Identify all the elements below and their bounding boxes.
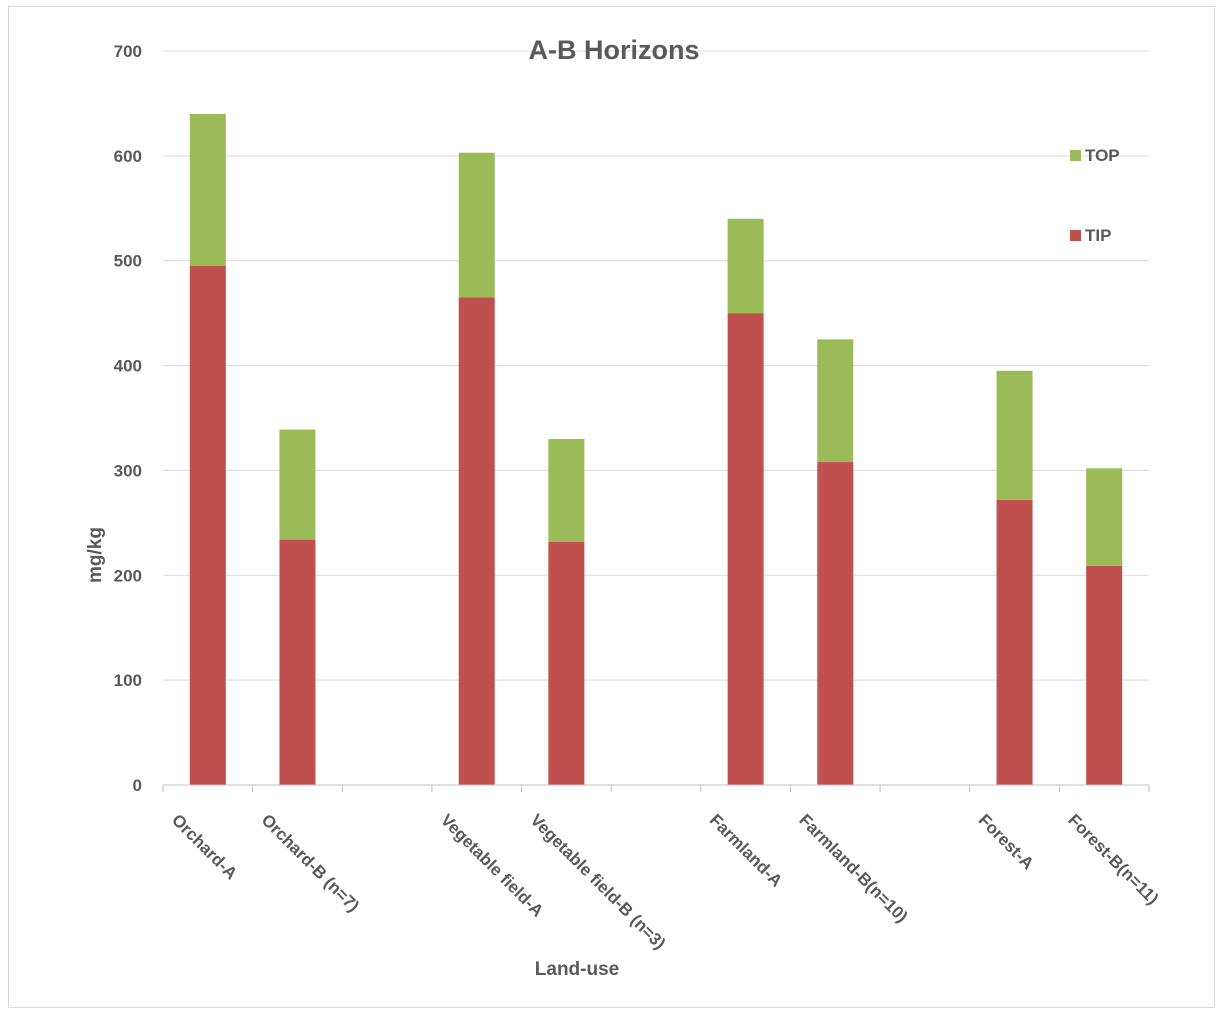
y-tick-label: 300 [114,461,142,480]
x-axis [162,784,1150,792]
x-axis-title: Land-use [535,959,619,980]
bars [189,113,1123,785]
bar-tip-6 [996,499,1033,785]
bar-top-3 [548,438,585,542]
bar-tip-1 [279,539,316,785]
legend-label-tip: TIP [1085,226,1111,245]
y-tick-label: 200 [114,566,142,585]
legend-label-top: TOP [1085,146,1120,165]
bar-tip-4 [727,313,764,785]
bar-tip-7 [1086,565,1123,785]
x-category-label: Forest-A [975,810,1038,873]
x-category-label: Orchard-A [168,810,241,883]
legend-swatch-tip [1070,230,1081,241]
y-tick-label: 0 [133,776,142,795]
y-tick-label: 700 [114,42,142,61]
chart-title: A-B Horizons [529,35,700,65]
bar-top-6 [996,370,1033,500]
bar-tip-3 [548,541,585,785]
bar-top-2 [458,152,495,298]
x-category-label: Farmland-B(n=10) [795,810,911,926]
bar-tip-2 [458,297,495,785]
bar-top-7 [1086,468,1123,566]
gridlines [163,50,1149,681]
bar-top-0 [189,113,226,266]
x-category-label: Forest-B(n=11) [1064,810,1162,908]
y-axis-title: mg/kg [85,527,106,583]
x-category-label: Orchard-B (n=7) [258,810,363,915]
y-tick-label: 500 [114,252,142,271]
y-tick-label: 400 [114,357,142,376]
bar-top-5 [817,339,854,463]
x-category-label: Vegetable field-B (n=3) [527,810,670,953]
x-category-label: Farmland-A [706,810,786,890]
bar-top-4 [727,218,764,314]
y-axis-tick-labels: 0 100 200 300 400 500 600 700 [114,42,142,795]
legend-swatch-top [1070,150,1081,161]
y-tick-label: 600 [114,147,142,166]
x-axis-category-labels: Orchard-A Orchard-B (n=7) Vegetable field-… [168,810,1162,953]
legend: TOP TIP [1070,146,1120,245]
y-tick-label: 100 [114,671,142,690]
bar-tip-5 [817,462,854,785]
bar-top-1 [279,429,316,540]
bar-tip-0 [189,265,226,785]
